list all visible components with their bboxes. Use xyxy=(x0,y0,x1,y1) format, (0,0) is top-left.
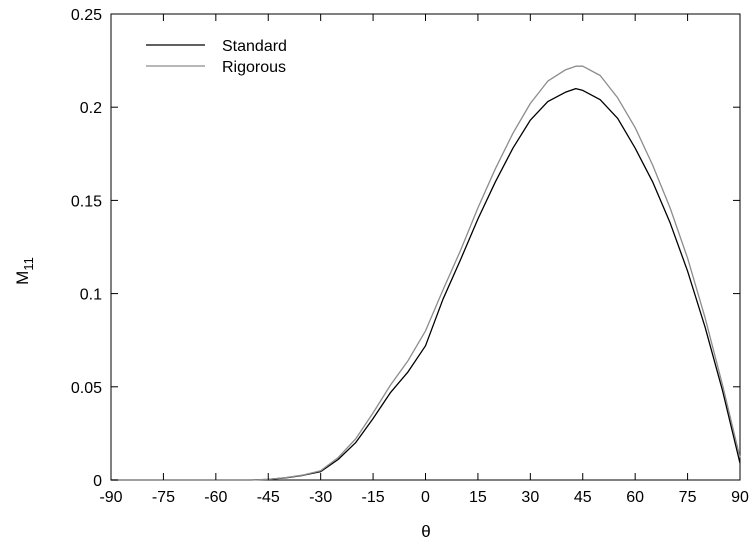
series-line-rigorous xyxy=(111,65,741,481)
x-tick-label: -90 xyxy=(99,489,122,506)
y-tick-label: 0.05 xyxy=(71,380,102,397)
x-axis-label: θ xyxy=(421,522,430,541)
legend-label-standard: Standard xyxy=(222,38,287,55)
x-tick-label: 45 xyxy=(574,489,592,506)
series-line-standard xyxy=(111,87,741,481)
y-tick-label: 0.2 xyxy=(80,100,102,117)
x-tick-label: 90 xyxy=(731,489,749,506)
x-tick-label: -60 xyxy=(204,489,227,506)
y-tick-label: 0 xyxy=(93,473,102,490)
y-axis-label: M11 xyxy=(13,257,36,285)
legend-label-rigorous: Rigorous xyxy=(222,59,286,76)
x-tick-label: -15 xyxy=(362,489,385,506)
plot-frame xyxy=(110,13,741,481)
x-tick-label: 60 xyxy=(626,489,644,506)
y-tick-label: 0.25 xyxy=(71,7,102,24)
x-tick-label: 30 xyxy=(521,489,539,506)
x-tick-label: -30 xyxy=(309,489,332,506)
y-tick-label: 0.15 xyxy=(71,193,102,210)
y-tick-label: 0.1 xyxy=(80,287,102,304)
x-tick-label: 15 xyxy=(469,489,487,506)
x-tick-label: 0 xyxy=(421,489,430,506)
x-tick-label: -45 xyxy=(257,489,280,506)
x-tick-label: -75 xyxy=(152,489,175,506)
y-axis-label-main: M xyxy=(13,271,32,285)
y-axis-label-subscript: 11 xyxy=(21,257,36,271)
x-tick-label: 75 xyxy=(679,489,697,506)
